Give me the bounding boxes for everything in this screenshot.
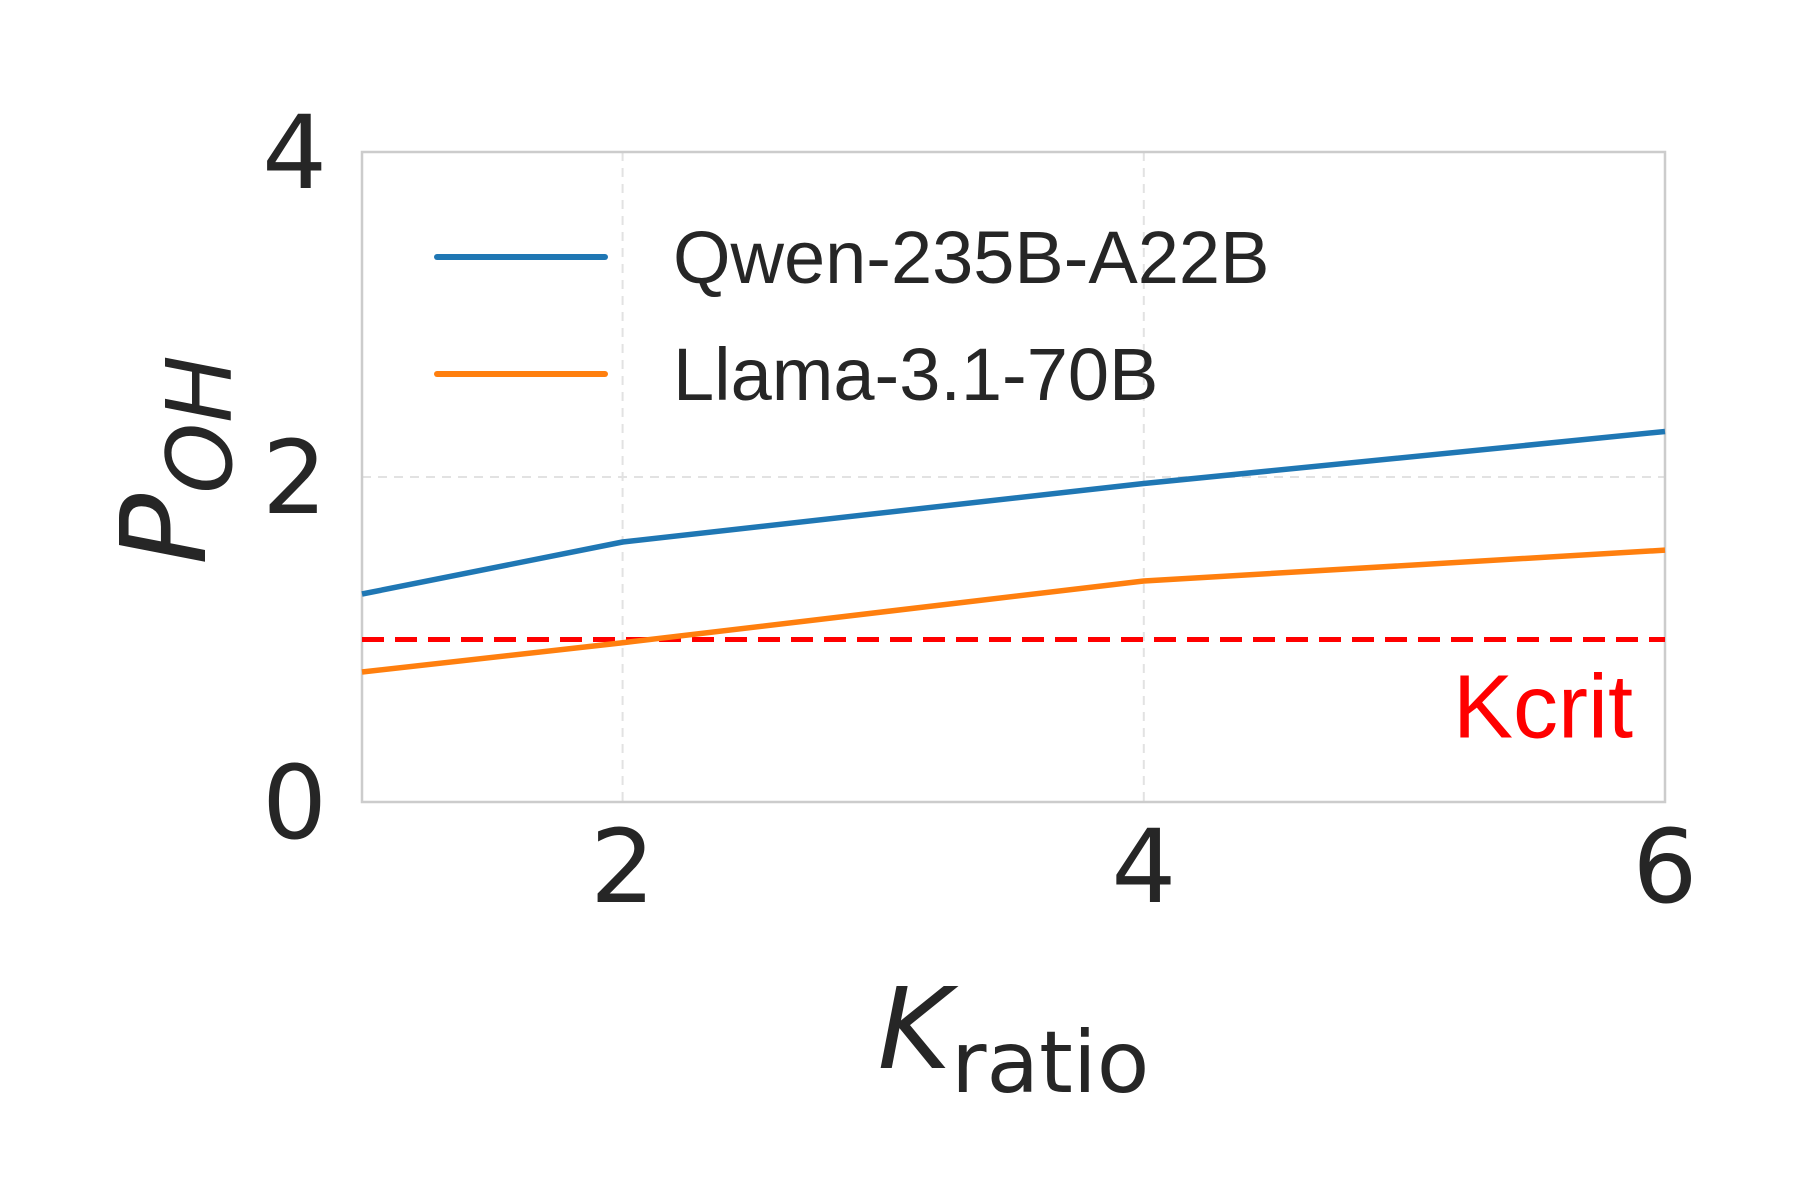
x-axis-symbol: K bbox=[878, 965, 959, 1095]
tick-labels: 2 4 6 0 2 4 bbox=[262, 94, 1697, 927]
y-axis-label: POH bbox=[95, 355, 253, 565]
y-tick-label-0: 0 bbox=[262, 744, 327, 863]
legend-label-qwen: Qwen-235B-A22B bbox=[673, 216, 1269, 299]
y-tick-label-4: 4 bbox=[262, 94, 327, 213]
legend-label-llama: Llama-3.1-70B bbox=[673, 333, 1158, 416]
x-axis-subscript: ratio bbox=[951, 1013, 1149, 1113]
x-tick-label-6: 6 bbox=[1633, 808, 1698, 927]
grid bbox=[362, 152, 1665, 802]
x-tick-label-2: 2 bbox=[590, 808, 655, 927]
y-tick-label-2: 2 bbox=[262, 419, 327, 538]
series-line-0 bbox=[361, 428, 1666, 597]
y-axis-symbol: P bbox=[95, 494, 233, 565]
legend: Qwen-235B-A22B Llama-3.1-70B bbox=[434, 216, 1269, 416]
kcrit-label: Kcrit bbox=[1453, 658, 1633, 758]
series-layer bbox=[361, 428, 1666, 675]
x-axis-label: Kratio bbox=[878, 965, 1150, 1113]
x-tick-label-4: 4 bbox=[1111, 808, 1176, 927]
series-line-1 bbox=[361, 547, 1666, 675]
plot-area bbox=[360, 150, 1667, 804]
y-axis-subscript: OH bbox=[148, 355, 253, 494]
